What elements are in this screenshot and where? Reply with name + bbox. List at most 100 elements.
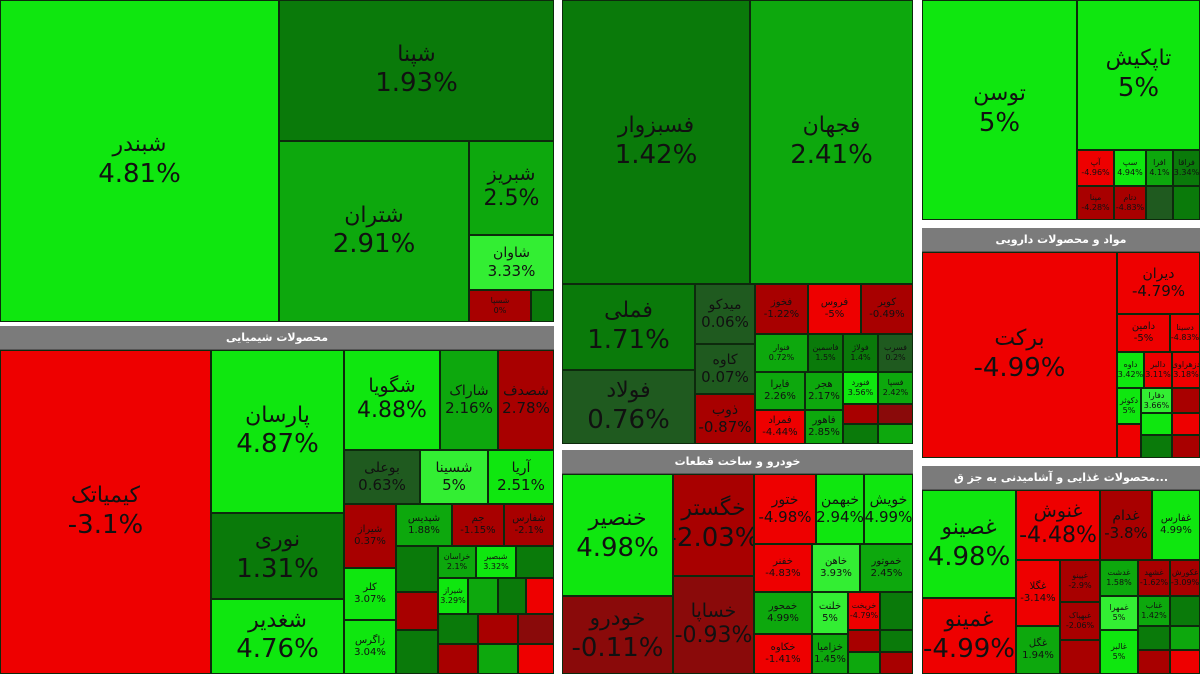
- treemap-tile[interactable]: شتران 2.91%: [279, 141, 469, 322]
- treemap-tile[interactable]: [843, 424, 878, 444]
- treemap-tile[interactable]: فاهور 2.85%: [805, 410, 843, 444]
- treemap-tile[interactable]: [1172, 435, 1200, 458]
- treemap-tile[interactable]: [880, 652, 913, 674]
- treemap-tile[interactable]: شیراز 0.37%: [344, 504, 396, 568]
- treemap-tile[interactable]: جم -1.15%: [452, 504, 504, 546]
- treemap-tile[interactable]: دالبر 3.11%: [1144, 352, 1172, 388]
- treemap-tile[interactable]: مپنا -4.28%: [1077, 186, 1114, 220]
- treemap-tile[interactable]: کلر 3.07%: [344, 568, 396, 620]
- treemap-tile[interactable]: [1170, 626, 1200, 650]
- treemap-tile[interactable]: شگویا 4.88%: [344, 350, 440, 450]
- treemap-tile[interactable]: غصینو 4.98%: [922, 490, 1016, 598]
- treemap-tile[interactable]: خگستر -2.03%: [673, 474, 754, 576]
- treemap-tile[interactable]: زاگرس 3.04%: [344, 620, 396, 674]
- treemap-tile[interactable]: دزهراوی 3.18%: [1172, 352, 1200, 388]
- treemap-tile[interactable]: غفارس 4.99%: [1152, 490, 1200, 560]
- treemap-tile[interactable]: غدام -3.8%: [1100, 490, 1152, 560]
- treemap-tile[interactable]: فمراد -4.44%: [755, 410, 805, 444]
- treemap-tile[interactable]: شپدیس 1.88%: [396, 504, 452, 546]
- treemap-tile[interactable]: غشهد -1.62%: [1138, 560, 1170, 596]
- treemap-tile[interactable]: غالبر 5%: [1100, 630, 1138, 674]
- treemap-tile[interactable]: سپ 4.94%: [1114, 150, 1146, 186]
- treemap-tile[interactable]: شیراز 3.29%: [438, 578, 468, 614]
- treemap-tile[interactable]: فراقا 3.34%: [1173, 150, 1200, 186]
- treemap-tile[interactable]: [478, 614, 518, 644]
- treemap-tile[interactable]: [1117, 424, 1141, 458]
- treemap-tile[interactable]: [498, 578, 526, 614]
- treemap-tile[interactable]: غناب 1.42%: [1138, 596, 1170, 626]
- treemap-tile[interactable]: [1172, 413, 1200, 435]
- treemap-tile[interactable]: [1146, 186, 1173, 220]
- treemap-tile[interactable]: غکورش -3.09%: [1170, 560, 1200, 596]
- treemap-tile[interactable]: غبهپاک -2.06%: [1060, 602, 1100, 640]
- treemap-tile[interactable]: فایرا 2.26%: [755, 372, 805, 410]
- treemap-tile[interactable]: خکاوه -1.41%: [754, 634, 812, 674]
- treemap-tile[interactable]: خویش 4.99%: [864, 474, 913, 544]
- treemap-tile[interactable]: خموتور 2.45%: [860, 544, 913, 592]
- treemap-tile[interactable]: خاهن 3.93%: [812, 544, 860, 592]
- treemap-tile[interactable]: ختور -4.98%: [754, 474, 816, 544]
- treemap-tile[interactable]: خودرو -0.11%: [562, 596, 673, 674]
- treemap-tile[interactable]: شپنا 1.93%: [279, 0, 554, 141]
- treemap-tile[interactable]: [518, 644, 554, 674]
- treemap-tile[interactable]: کاوه 0.07%: [695, 344, 755, 394]
- treemap-tile[interactable]: [1170, 650, 1200, 674]
- treemap-tile[interactable]: غدشت 1.58%: [1100, 560, 1138, 596]
- treemap-tile[interactable]: نوری 1.31%: [211, 513, 344, 599]
- treemap-tile[interactable]: خفنر -4.83%: [754, 544, 812, 592]
- treemap-tile[interactable]: فجهان 2.41%: [750, 0, 913, 284]
- treemap-tile[interactable]: خزامیا 1.45%: [812, 634, 848, 674]
- treemap-tile[interactable]: شسینا 5%: [420, 450, 488, 504]
- treemap-tile[interactable]: [848, 652, 880, 674]
- treemap-tile[interactable]: غگلا -3.14%: [1016, 560, 1060, 626]
- treemap-tile[interactable]: کیمیاتک -3.1%: [0, 350, 211, 674]
- treemap-tile[interactable]: غمینو -4.99%: [922, 598, 1016, 674]
- treemap-tile[interactable]: [843, 404, 878, 424]
- treemap-tile[interactable]: خبهمن 2.94%: [816, 474, 864, 544]
- treemap-tile[interactable]: پارسان 4.87%: [211, 350, 344, 513]
- treemap-tile[interactable]: [1172, 388, 1200, 413]
- treemap-tile[interactable]: شغدیر 4.76%: [211, 599, 344, 674]
- treemap-tile[interactable]: غنوش -4.48%: [1016, 490, 1100, 560]
- treemap-tile[interactable]: آریا 2.51%: [488, 450, 554, 504]
- treemap-tile[interactable]: شفارس -2.1%: [504, 504, 554, 546]
- treemap-tile[interactable]: فولاژ 1.4%: [843, 334, 878, 372]
- treemap-tile[interactable]: دتام -4.83%: [1114, 186, 1146, 220]
- treemap-tile[interactable]: [1173, 186, 1200, 220]
- treemap-tile[interactable]: [526, 578, 554, 614]
- treemap-tile[interactable]: برکت -4.99%: [922, 252, 1117, 458]
- treemap-tile[interactable]: خمحور 4.99%: [754, 592, 812, 634]
- treemap-tile[interactable]: ذوب -0.87%: [695, 394, 755, 444]
- treemap-tile[interactable]: فنورد 3.56%: [843, 372, 878, 404]
- treemap-tile[interactable]: شبریز 2.5%: [469, 141, 554, 235]
- treemap-tile[interactable]: کویر -0.49%: [861, 284, 913, 334]
- treemap-tile[interactable]: خریخت -4.79%: [848, 592, 880, 630]
- treemap-tile[interactable]: فروس -5%: [808, 284, 861, 334]
- treemap-tile[interactable]: [1138, 626, 1170, 650]
- treemap-tile[interactable]: [1141, 413, 1172, 435]
- treemap-tile[interactable]: میدکو 0.06%: [695, 284, 755, 344]
- treemap-tile[interactable]: [438, 614, 478, 644]
- treemap-tile[interactable]: غمهرا 5%: [1100, 596, 1138, 630]
- treemap-tile[interactable]: شسپا 0%: [469, 290, 531, 322]
- treemap-tile[interactable]: [878, 404, 913, 424]
- treemap-tile[interactable]: خنصیر 4.98%: [562, 474, 673, 596]
- treemap-tile[interactable]: [478, 644, 518, 674]
- treemap-tile[interactable]: تاپکیش 5%: [1077, 0, 1200, 150]
- treemap-tile[interactable]: فملی 1.71%: [562, 284, 695, 370]
- treemap-tile[interactable]: [880, 592, 913, 630]
- treemap-tile[interactable]: خساپا -0.93%: [673, 576, 754, 674]
- treemap-tile[interactable]: [1060, 640, 1100, 674]
- treemap-tile[interactable]: [396, 546, 438, 592]
- treemap-tile[interactable]: دسینا -4.83%: [1170, 314, 1200, 352]
- treemap-tile[interactable]: [396, 592, 438, 630]
- treemap-tile[interactable]: [516, 546, 554, 578]
- treemap-tile[interactable]: غگل 1.94%: [1016, 626, 1060, 674]
- treemap-tile[interactable]: شصدف 2.78%: [498, 350, 554, 450]
- treemap-tile[interactable]: دامین -5%: [1117, 314, 1170, 352]
- treemap-tile[interactable]: شاراک 2.16%: [440, 350, 498, 450]
- treemap-tile[interactable]: [396, 630, 438, 674]
- treemap-tile[interactable]: فاسمین 1.5%: [808, 334, 843, 372]
- treemap-tile[interactable]: [438, 644, 478, 674]
- treemap-tile[interactable]: [1141, 435, 1172, 458]
